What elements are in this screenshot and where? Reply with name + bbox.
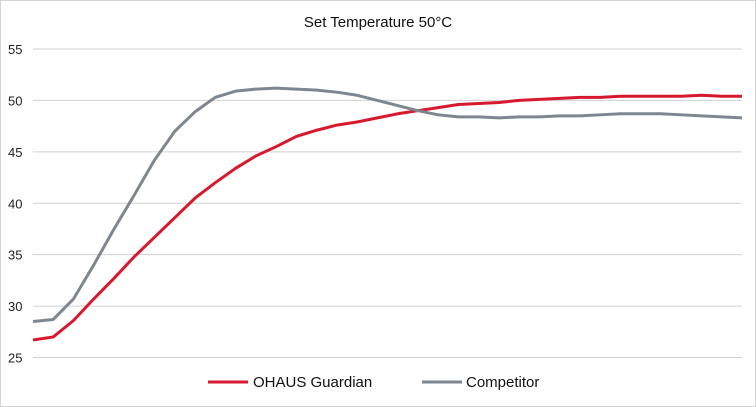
y-tick-label: 50 — [8, 93, 22, 108]
series-line-ohaus-guardian — [32, 93, 742, 342]
y-tick-label: 40 — [8, 196, 22, 211]
y-tick-label: 35 — [8, 248, 22, 263]
legend-label-competitor: Competitor — [466, 374, 539, 391]
y-tick-label: 45 — [8, 145, 22, 160]
legend-label-ohaus-guardian: OHAUS Guardian — [253, 374, 372, 391]
series-line-competitor — [32, 86, 743, 324]
y-tick-label: 25 — [8, 351, 22, 366]
y-tick-label: 30 — [8, 299, 22, 314]
y-tick-label: 55 — [8, 42, 22, 57]
chart-title: Set Temperature 50°C — [304, 14, 452, 31]
